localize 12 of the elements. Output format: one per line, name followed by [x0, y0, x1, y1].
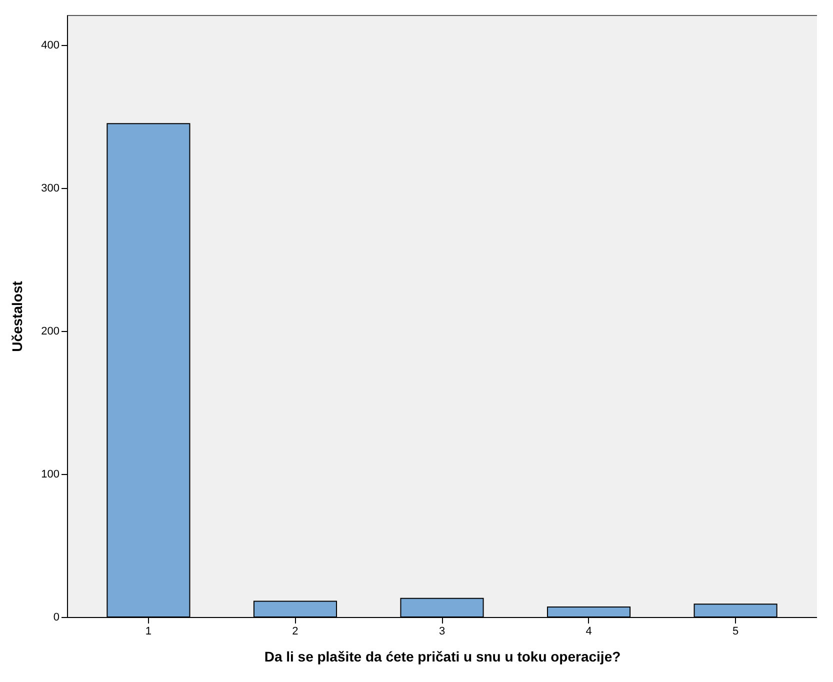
y-axis-title: Učestalost	[9, 280, 26, 352]
x-axis-title: Da li se plašite da ćete pričati u snu u toku operacije?	[264, 648, 621, 664]
y-tick-label: 200	[41, 326, 60, 338]
y-tick-label: 0	[53, 612, 60, 624]
x-tick-label: 4	[586, 626, 592, 638]
x-tick-label: 2	[292, 626, 298, 638]
x-tick-label: 5	[732, 626, 739, 638]
x-tick-label: 3	[438, 626, 446, 638]
x-tick-label: 1	[145, 626, 152, 638]
y-tick-label: 100	[41, 468, 60, 481]
y-tick-label: 300	[41, 182, 60, 195]
y-tick-label: 400	[41, 40, 60, 52]
